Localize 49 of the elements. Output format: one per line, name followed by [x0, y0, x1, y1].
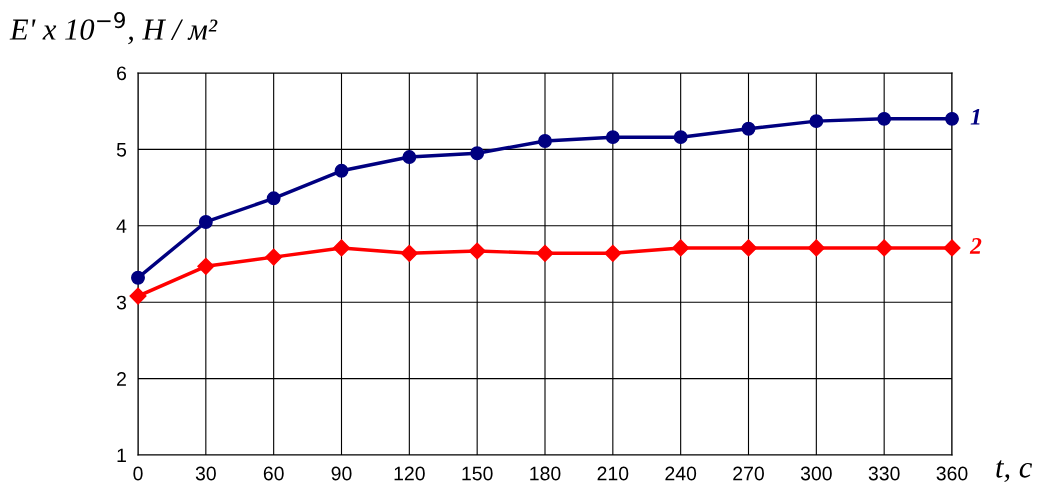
y-tick-label: 3	[116, 295, 127, 310]
point	[332, 239, 351, 257]
point	[538, 134, 552, 148]
point	[265, 248, 283, 266]
x-tick-label: 0	[133, 466, 143, 481]
point	[877, 111, 892, 126]
y-tick-label: 1	[117, 448, 126, 463]
point	[945, 111, 959, 126]
x-tick-label: 240	[665, 466, 697, 481]
x-tick-label: 150	[462, 466, 493, 481]
point	[129, 287, 147, 305]
point	[673, 130, 688, 145]
y-tick-label: 4	[116, 219, 127, 233]
x-tick-label: 90	[331, 466, 352, 481]
point	[536, 244, 554, 262]
x-tick-label: 60	[263, 466, 284, 481]
x-axis-title: t, c	[996, 460, 1032, 483]
point	[334, 163, 349, 178]
point	[943, 239, 961, 257]
y-tick-label: 6	[117, 66, 127, 81]
point	[739, 239, 758, 257]
x-tick-label: 210	[597, 466, 629, 481]
series-label: 1	[970, 108, 980, 125]
point	[468, 242, 486, 260]
point	[875, 239, 893, 257]
point	[604, 244, 622, 262]
point	[266, 191, 281, 206]
x-tick-label: 300	[800, 466, 832, 481]
point	[131, 270, 145, 285]
point	[198, 215, 213, 229]
point	[741, 121, 756, 136]
point	[807, 239, 825, 257]
x-tick-label: 270	[733, 466, 764, 481]
x-tick-label: 330	[868, 466, 900, 481]
y-axis-title: E' x 10$^{−9}$, H / м²	[9, 12, 218, 45]
point	[605, 130, 620, 145]
x-tick-label: 30	[195, 466, 216, 481]
point	[402, 150, 417, 164]
series-label: 2	[969, 238, 982, 254]
x-tick-label: 180	[530, 466, 561, 481]
point	[400, 244, 418, 262]
point	[672, 239, 690, 257]
point	[470, 146, 485, 161]
x-tick-label: 360	[936, 466, 968, 481]
y-tick-label: 5	[116, 143, 127, 157]
x-tick-label: 120	[394, 466, 425, 481]
point	[197, 257, 215, 275]
y-tick-label: 2	[117, 372, 126, 386]
point	[809, 114, 824, 129]
